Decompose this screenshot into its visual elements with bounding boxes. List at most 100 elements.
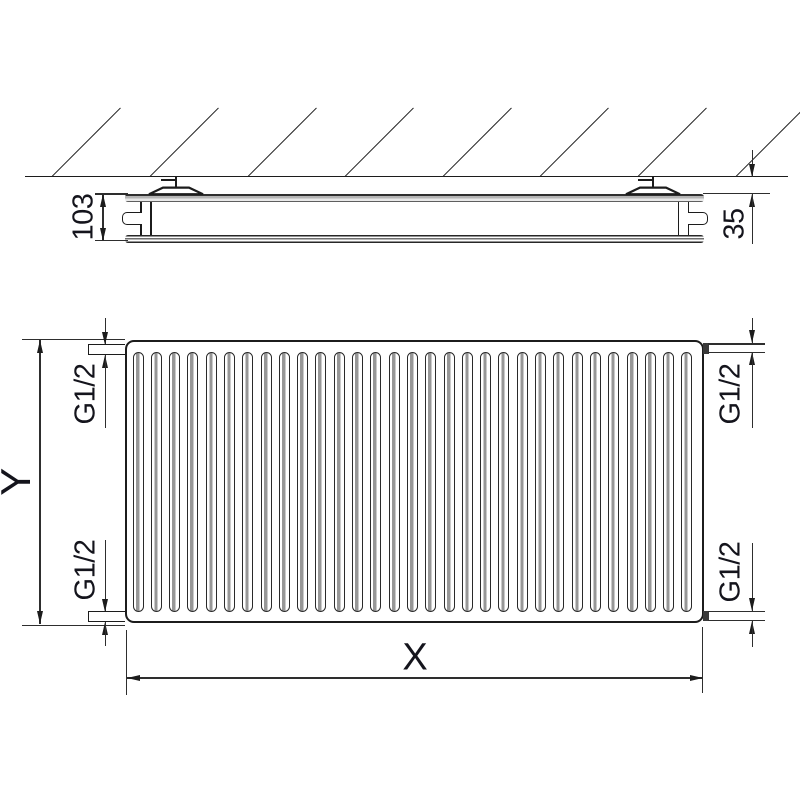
port-bottom-left: [88, 611, 125, 622]
right-header-line: [677, 202, 679, 235]
dim-y-extension-line: [22, 625, 125, 627]
radiator-channel: [681, 352, 693, 612]
radiator-channel: [498, 352, 510, 612]
wall-hatch-line: [344, 107, 415, 178]
radiator-channel: [352, 352, 364, 612]
port-bottom-right-line: [708, 620, 765, 622]
radiator-channel: [169, 352, 181, 612]
right-bracket-hook: [638, 179, 653, 181]
radiator-channel: [425, 352, 437, 612]
radiator-channel: [553, 352, 565, 612]
dim-x-arrow-right-icon: [690, 674, 703, 681]
dim-35-line-lower: [751, 193, 753, 244]
dim-35-arrow-down-icon: [748, 164, 755, 177]
dim-103-extension-line: [95, 193, 128, 195]
radiator-channel: [608, 352, 620, 612]
radiator-channel: [205, 352, 217, 612]
left-bracket-pin: [175, 177, 177, 195]
radiator-channel: [626, 352, 638, 612]
dim-35-label: 35: [718, 208, 751, 240]
radiator-channel: [663, 352, 675, 612]
port-top-right-line: [708, 351, 765, 353]
radiator-channel: [589, 352, 601, 612]
radiator-channel: [443, 352, 455, 612]
port-bottom-right: [702, 610, 709, 621]
port-bottom-right-line: [708, 611, 765, 613]
left-connection-nipple: [122, 212, 142, 225]
radiator-channel: [315, 352, 327, 612]
radiator-channel: [132, 352, 144, 612]
dim-g12-tr-label: G1/2: [714, 363, 747, 425]
dim-g12-tr-arrow-down-icon: [749, 330, 756, 343]
radiator-channel: [480, 352, 492, 612]
dim-g12-tl-label: G1/2: [69, 363, 102, 425]
dim-g12-bl-line: [105, 540, 107, 611]
port-top-right: [702, 343, 709, 354]
wall-hatch-line: [247, 107, 318, 178]
radiator-channel: [406, 352, 418, 612]
radiator-front-panel-section: [124, 234, 704, 244]
radiator-channel: [223, 352, 235, 612]
dim-g12-br-label: G1/2: [714, 541, 747, 603]
radiator-channel: [516, 352, 528, 612]
radiator-channel: [187, 352, 199, 612]
dim-g12-tl-line: [105, 355, 107, 428]
dim-g12-tl-arrow-down-icon: [102, 331, 109, 345]
radiator-channel: [535, 352, 547, 612]
radiator-channel: [461, 352, 473, 612]
wall-hatch-line: [149, 107, 220, 178]
left-bracket-hook: [161, 179, 176, 181]
radiator-channel: [150, 352, 162, 612]
dim-35-extension-line: [703, 193, 770, 195]
wall-hatch-line: [51, 107, 122, 178]
right-bracket-pin: [652, 177, 654, 195]
radiator-channel: [571, 352, 583, 612]
dim-g12-bl-label: G1/2: [69, 539, 102, 601]
wall-surface-line: [25, 175, 788, 178]
radiator-channel: [242, 352, 254, 612]
wall-hatch-line: [637, 107, 708, 178]
radiator-channel: [260, 352, 272, 612]
right-bracket-clip-icon: [625, 186, 681, 195]
dim-103-label: 103: [67, 193, 100, 241]
radiator-channels: [132, 352, 693, 612]
radiator-channel: [644, 352, 656, 612]
left-header-line: [150, 202, 152, 235]
dim-103-line: [102, 194, 104, 241]
radiator-channel: [370, 352, 382, 612]
dim-x-label: X: [402, 636, 428, 679]
dim-y-arrow-down-icon: [36, 611, 43, 624]
dim-g12-tl-line: [105, 318, 107, 344]
dim-g12-br-arrow-down-icon: [749, 598, 756, 611]
dim-y-arrow-up-icon: [36, 340, 43, 353]
radiator-channel: [278, 352, 290, 612]
dim-x-line: [127, 677, 703, 679]
dim-g12-br-line: [752, 543, 754, 611]
radiator-back-panel-section: [124, 194, 704, 203]
dim-y-label: Y: [0, 468, 40, 496]
dim-103-extension-line: [95, 240, 128, 242]
dim-g12-tr-line: [752, 352, 754, 428]
dim-g12-br-line: [752, 620, 754, 647]
dim-103-arrow-down-icon: [99, 228, 106, 241]
dim-35-line-upper: [751, 150, 753, 177]
wall-hatch-line: [735, 107, 800, 178]
radiator-channel: [333, 352, 345, 612]
right-connection-nipple: [687, 212, 708, 225]
left-bracket-clip-icon: [148, 186, 204, 195]
wall-hatch-line: [442, 107, 513, 178]
port-top-right-line: [708, 343, 765, 345]
dim-x-extension-line: [125, 630, 128, 695]
radiator-channel: [388, 352, 400, 612]
dim-x-arrow-left-icon: [127, 674, 140, 681]
dim-g12-bl-line: [105, 622, 107, 646]
radiator-channel: [297, 352, 309, 612]
dim-x-extension-line: [702, 627, 704, 693]
wall-hatch-line: [539, 107, 610, 178]
dim-103-arrow-up-icon: [99, 194, 106, 207]
dim-y-line: [39, 340, 41, 624]
dim-g12-bl-arrow-down-icon: [102, 598, 109, 612]
port-top-left: [88, 344, 125, 355]
dim-y-extension-line: [22, 339, 125, 341]
